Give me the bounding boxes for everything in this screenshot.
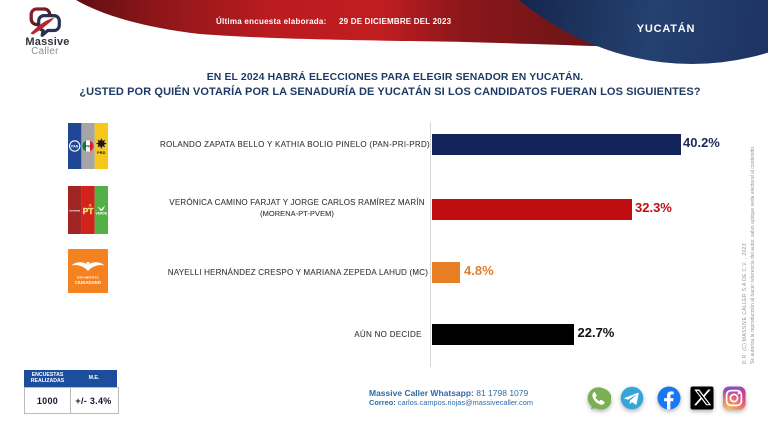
svg-text:PAN: PAN: [71, 144, 78, 148]
svg-text:PRD: PRD: [97, 150, 106, 155]
svg-text:VERDE: VERDE: [95, 212, 107, 216]
svg-text:PT: PT: [83, 206, 95, 216]
svg-text:CIUDADANO: CIUDADANO: [75, 280, 102, 285]
svg-text:morena: morena: [69, 209, 80, 213]
svg-text:MOVIMIENTO: MOVIMIENTO: [77, 276, 99, 280]
svg-text:PRI: PRI: [85, 145, 90, 149]
